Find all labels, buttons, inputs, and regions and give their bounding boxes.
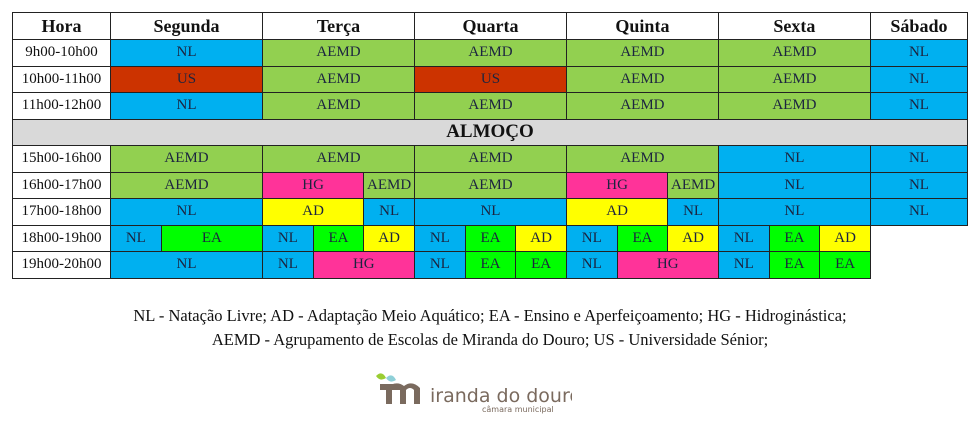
activity-cell-ea: EA xyxy=(160,224,263,252)
header-day: Sexta xyxy=(717,12,871,40)
activity-cell-nl: NL xyxy=(869,171,969,199)
svg-text:iranda do douro: iranda do douro xyxy=(430,385,572,407)
header-day: Terça xyxy=(261,12,415,40)
table-row: 16h00-17h00 AEMD HG AEMD AEMD HG AEMD NL NL xyxy=(12,171,969,199)
activity-cell-ad: AD xyxy=(261,198,365,226)
header-hora: Hora xyxy=(12,12,111,40)
activity-cell-aemd: AEMD xyxy=(363,171,415,199)
table-row: 15h00-16h00 AEMD AEMD AEMD AEMD NL NL xyxy=(12,145,969,173)
time-slot: 16h00-17h00 xyxy=(12,171,111,199)
activity-cell-ea: EA xyxy=(768,251,821,279)
activity-cell-nl: NL xyxy=(717,224,770,252)
activity-cell-nl: NL xyxy=(413,251,466,279)
table-row: 11h00-12h00 NL AEMD AEMD AEMD AEMD NL xyxy=(12,92,969,120)
activity-cell-aemd: AEMD xyxy=(667,171,719,199)
activity-cell-nl: NL xyxy=(869,39,969,67)
activity-cell-nl: NL xyxy=(363,198,415,226)
activity-cell-nl: NL xyxy=(261,251,314,279)
lunch-row: ALMOÇO xyxy=(12,118,968,146)
activity-cell-nl: NL xyxy=(110,251,263,279)
activity-cell-ad: AD xyxy=(667,224,719,252)
activity-cell-us: US xyxy=(413,65,567,93)
empty-cell xyxy=(870,225,968,252)
svg-text:câmara municipal: câmara municipal xyxy=(482,405,554,414)
activity-cell-nl: NL xyxy=(717,171,871,199)
activity-cell-nl: NL xyxy=(869,65,969,93)
header-day: Sábado xyxy=(869,12,969,40)
activity-cell-aemd: AEMD xyxy=(413,145,567,173)
activity-cell-ea: EA xyxy=(464,251,517,279)
time-slot: 15h00-16h00 xyxy=(12,145,111,173)
header-day: Quinta xyxy=(565,12,719,40)
legend-line-1: NL - Natação Livre; AD - Adaptação Meio … xyxy=(133,306,847,325)
activity-cell-ad: AD xyxy=(565,198,669,226)
time-slot: 19h00-20h00 xyxy=(12,251,111,279)
empty-cell xyxy=(870,251,968,278)
miranda-do-douro-logo: iranda do douro câmara municipal xyxy=(372,368,581,418)
time-slot: 17h00-18h00 xyxy=(12,198,111,226)
activity-cell-ea: EA xyxy=(768,224,821,252)
activity-cell-hg: HG xyxy=(565,171,669,199)
table-row: 19h00-20h00 NL NL HG NL EA EA NL HG NL EA EA xyxy=(12,251,968,279)
activity-cell-hg: HG xyxy=(616,251,719,279)
activity-cell-ea: EA xyxy=(616,224,669,252)
header-day: Segunda xyxy=(110,12,263,40)
table-row: 9h00-10h00 NL AEMD AEMD AEMD AEMD NL xyxy=(12,39,969,67)
activity-cell-nl: NL xyxy=(110,92,263,120)
activity-cell-aemd: AEMD xyxy=(717,65,871,93)
time-slot: 9h00-10h00 xyxy=(12,39,111,67)
activity-cell-hg: HG xyxy=(312,251,415,279)
schedule-table: Hora Segunda Terça Quarta Quinta Sexta Sábado … xyxy=(12,12,969,279)
time-slot: 18h00-19h00 xyxy=(12,224,111,252)
activity-cell-ea: EA xyxy=(515,251,567,279)
activity-cell-aemd: AEMD xyxy=(565,145,719,173)
activity-cell-nl: NL xyxy=(413,224,466,252)
time-slot: 11h00-12h00 xyxy=(12,92,111,120)
activity-cell-aemd: AEMD xyxy=(565,65,719,93)
activity-cell-aemd: AEMD xyxy=(261,92,415,120)
legend-line-2: AEMD - Agrupamento de Escolas de Miranda… xyxy=(211,330,769,349)
header-row: Hora Segunda Terça Quarta Quinta Sexta Sábado xyxy=(12,12,969,40)
activity-cell-ea: EA xyxy=(819,251,871,279)
activity-cell-nl: NL xyxy=(261,224,314,252)
activity-cell-nl: NL xyxy=(110,39,263,67)
activity-cell-aemd: AEMD xyxy=(261,39,415,67)
activity-cell-aemd: AEMD xyxy=(110,171,263,199)
activity-cell-aemd: AEMD xyxy=(261,65,415,93)
activity-cell-aemd: AEMD xyxy=(717,92,871,120)
table-row: 10h00-11h00 US AEMD US AEMD AEMD NL xyxy=(12,65,969,93)
activity-cell-aemd: AEMD xyxy=(413,171,567,199)
activity-cell-aemd: AEMD xyxy=(413,39,567,67)
activity-cell-aemd: AEMD xyxy=(110,145,263,173)
activity-cell-ea: EA xyxy=(312,224,365,252)
activity-cell-ad: AD xyxy=(819,224,871,252)
activity-cell-nl: NL xyxy=(717,198,871,226)
activity-cell-nl: NL xyxy=(717,251,770,279)
activity-cell-nl: NL xyxy=(869,92,969,120)
table-row: 18h00-19h00 NL EA NL EA AD NL EA AD NL EA AD NL EA AD xyxy=(12,224,968,252)
activity-cell-aemd: AEMD xyxy=(565,92,719,120)
activity-cell-ea: EA xyxy=(464,224,517,252)
time-slot: 10h00-11h00 xyxy=(12,65,111,93)
activity-cell-nl: NL xyxy=(869,198,969,226)
activity-cell-nl: NL xyxy=(667,198,719,226)
activity-cell-us: US xyxy=(110,65,263,93)
activity-cell-hg: HG xyxy=(261,171,365,199)
activity-cell-nl: NL xyxy=(717,145,871,173)
activity-cell-aemd: AEMD xyxy=(717,39,871,67)
activity-cell-ad: AD xyxy=(363,224,415,252)
activity-cell-nl: NL xyxy=(565,224,618,252)
activity-cell-nl: NL xyxy=(110,224,162,252)
header-day: Quarta xyxy=(413,12,567,40)
activity-cell-nl: NL xyxy=(869,145,969,173)
table-row: 17h00-18h00 NL AD NL NL AD NL NL NL xyxy=(12,198,969,226)
activity-cell-aemd: AEMD xyxy=(565,39,719,67)
table-row: ALMOÇO xyxy=(12,118,968,146)
activity-cell-nl: NL xyxy=(565,251,618,279)
activity-cell-aemd: AEMD xyxy=(261,145,415,173)
activity-cell-aemd: AEMD xyxy=(413,92,567,120)
activity-cell-ad: AD xyxy=(515,224,567,252)
activity-cell-nl: NL xyxy=(110,198,263,226)
activity-cell-nl: NL xyxy=(413,198,567,226)
